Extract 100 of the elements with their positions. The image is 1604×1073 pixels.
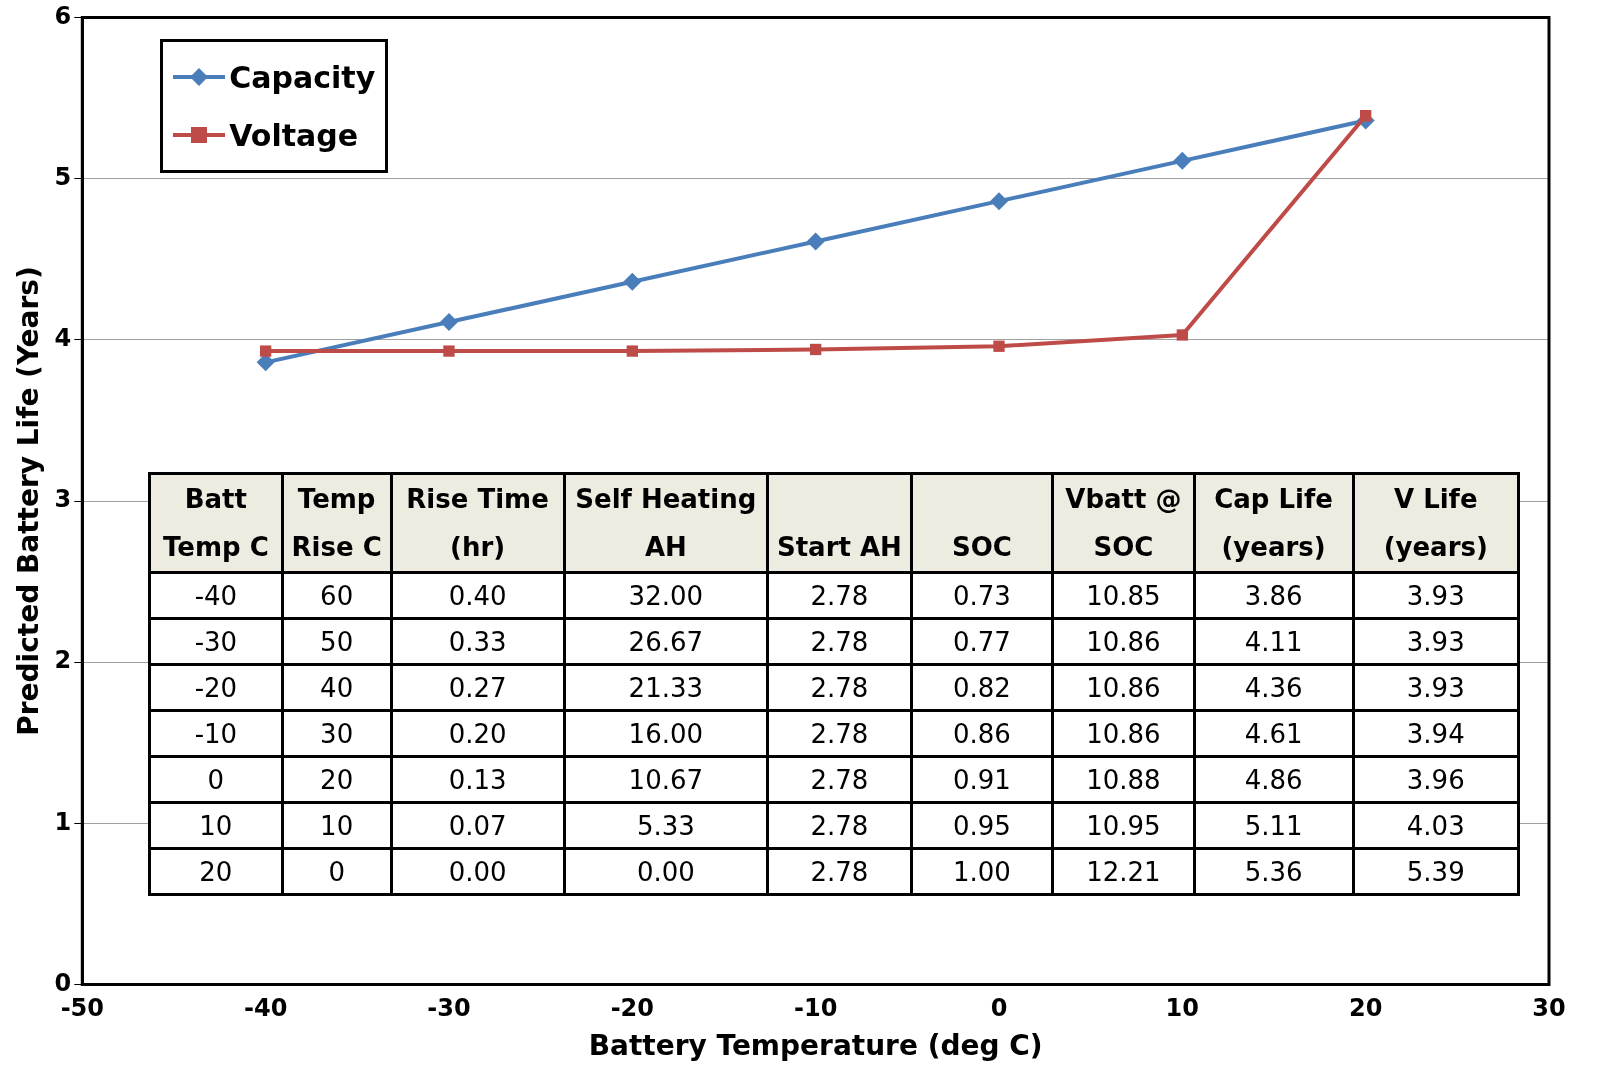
point — [1360, 110, 1372, 122]
annotation: 2.78 — [767, 664, 912, 711]
annotation: 4.61 — [1194, 710, 1354, 757]
annotation: 0.73 — [911, 572, 1053, 619]
point — [989, 192, 1008, 211]
annotation: Self Heating AH — [564, 473, 768, 573]
x-tick-label: 10 — [1165, 994, 1200, 1023]
annotation: 3.96 — [1353, 756, 1519, 803]
x-tick-label: 20 — [1348, 994, 1383, 1023]
annotation: 60 — [282, 572, 392, 619]
annotation: 0.82 — [911, 664, 1053, 711]
annotation: 2.78 — [767, 710, 912, 757]
annotation: Temp Rise C — [282, 473, 392, 573]
annotation: Start AH — [767, 473, 912, 573]
x-tick-label: -10 — [793, 994, 838, 1023]
annotation: -30 — [149, 618, 283, 665]
annotation: 2.78 — [767, 572, 912, 619]
annotation: 10.67 — [564, 756, 768, 803]
annotation: 2.78 — [767, 848, 912, 895]
annotation: 10.86 — [1052, 618, 1195, 665]
annotation: -20 — [149, 664, 283, 711]
annotation: 0.07 — [391, 802, 565, 849]
annotation: 16.00 — [564, 710, 768, 757]
x-tick-label: -50 — [60, 994, 104, 1023]
annotation: 4.86 — [1194, 756, 1354, 803]
annotation: 10 — [282, 802, 392, 849]
annotation: 32.00 — [564, 572, 768, 619]
annotation: 10.85 — [1052, 572, 1195, 619]
annotation: 4.11 — [1194, 618, 1354, 665]
annotation: 5.39 — [1353, 848, 1519, 895]
annotation: 3.93 — [1353, 618, 1519, 665]
x-tick-label: -40 — [243, 994, 288, 1023]
annotation: 12.21 — [1052, 848, 1195, 895]
y-tick-label: 4 — [54, 324, 72, 353]
annotation: 3.93 — [1353, 664, 1519, 711]
point — [623, 272, 642, 291]
point — [809, 343, 822, 356]
legend-label: Voltage — [229, 117, 359, 153]
annotation: 5.33 — [564, 802, 768, 849]
annotation: 0 — [149, 756, 283, 803]
annotation: 10.95 — [1052, 802, 1195, 849]
annotation: V Life (years) — [1353, 473, 1519, 573]
annotation: 0.77 — [911, 618, 1053, 665]
annotation: Rise Time (hr) — [391, 473, 565, 573]
annotation: 2.78 — [767, 802, 912, 849]
annotation: 50 — [282, 618, 392, 665]
x-tick-label: 30 — [1532, 994, 1566, 1023]
point — [1176, 329, 1188, 341]
annotation: 40 — [282, 664, 392, 711]
annotation: 10.86 — [1052, 710, 1195, 757]
legend-label: Capacity — [229, 59, 376, 95]
annotation: 3.86 — [1194, 572, 1354, 619]
point — [1173, 151, 1192, 170]
annotation: 21.33 — [564, 664, 768, 711]
annotation: 0.91 — [911, 756, 1053, 803]
annotation: 0.33 — [391, 618, 565, 665]
y-tick-label: 2 — [54, 646, 72, 675]
annotation: 0.13 — [391, 756, 565, 803]
annotation: 3.94 — [1353, 710, 1519, 757]
annotation: 26.67 — [564, 618, 768, 665]
annotation: 0.95 — [911, 802, 1053, 849]
annotation: 0.40 — [391, 572, 565, 619]
x-tick-label: -30 — [427, 994, 471, 1023]
annotation: 4.03 — [1353, 802, 1519, 849]
annotation: 0.00 — [564, 848, 768, 895]
annotation: 4.36 — [1194, 664, 1354, 711]
annotation: 5.11 — [1194, 802, 1354, 849]
y-tick-label: 6 — [54, 1, 72, 30]
annotation: 0.20 — [391, 710, 565, 757]
x-tick-label: 0 — [990, 994, 1008, 1023]
y-tick-label: 3 — [54, 485, 72, 514]
annotation: 20 — [149, 848, 283, 895]
annotation: -10 — [149, 710, 283, 757]
annotation: 3.93 — [1353, 572, 1519, 619]
y-tick-label: 1 — [54, 807, 72, 836]
annotation: 2.78 — [767, 618, 912, 665]
point — [806, 232, 825, 251]
x-tick-label: -20 — [610, 994, 654, 1023]
annotation: 30 — [282, 710, 392, 757]
annotation: Cap Life (years) — [1194, 473, 1354, 573]
annotation: 0 — [282, 848, 392, 895]
annotation: 10.86 — [1052, 664, 1195, 711]
y-tick-label: 0 — [54, 968, 72, 997]
annotation: Batt Temp C — [149, 473, 283, 573]
annotation: Vbatt @ SOC — [1052, 473, 1195, 573]
annotation: SOC — [911, 473, 1053, 573]
annotation: 5.36 — [1194, 848, 1354, 895]
annotation: 2.78 — [767, 756, 912, 803]
annotation: 0.00 — [391, 848, 565, 895]
point — [259, 345, 272, 357]
annotation: 0.86 — [911, 710, 1053, 757]
y-tick-label: 5 — [54, 162, 72, 191]
point — [626, 345, 638, 357]
annotation: 20 — [282, 756, 392, 803]
annotation: 10.88 — [1052, 756, 1195, 803]
annotation: 0.27 — [391, 664, 565, 711]
x-axis-title: Battery Temperature (deg C) — [588, 1029, 1043, 1063]
y-axis-title: Predicted Battery Life (Years) — [12, 266, 46, 736]
annotation: -40 — [149, 572, 283, 619]
annotation: 1.00 — [911, 848, 1053, 895]
